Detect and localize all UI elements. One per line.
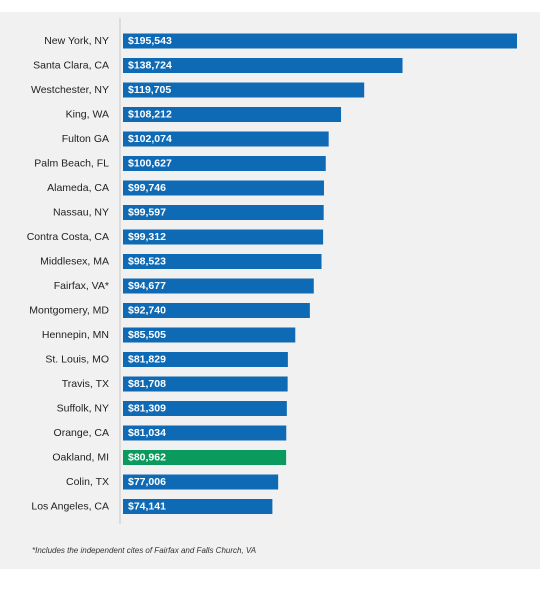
category-label: Fairfax, VA* bbox=[54, 280, 109, 292]
bar bbox=[123, 303, 310, 318]
category-label: Hennepin, MN bbox=[42, 329, 109, 341]
value-label: $94,677 bbox=[128, 280, 166, 292]
category-label: Palm Beach, FL bbox=[34, 158, 109, 170]
value-label: $100,627 bbox=[128, 158, 172, 170]
chart-panel: New York, NY $195,543 Santa Clara, CA $138,… bbox=[0, 12, 540, 569]
bar bbox=[123, 401, 287, 416]
category-label: Santa Clara, CA bbox=[33, 60, 109, 72]
value-label: $119,705 bbox=[128, 84, 171, 96]
value-label: $81,708 bbox=[128, 378, 166, 390]
value-label: $195,543 bbox=[128, 35, 172, 47]
bar bbox=[123, 425, 287, 441]
value-label: $81,829 bbox=[128, 354, 166, 366]
value-label: $99,312 bbox=[128, 231, 166, 243]
bar bbox=[123, 180, 324, 196]
category-label: King, WA bbox=[66, 109, 109, 121]
value-label: $99,597 bbox=[128, 207, 166, 219]
category-label: St. Louis, MO bbox=[45, 354, 109, 366]
category-label: Los Angeles, CA bbox=[31, 501, 109, 513]
bar bbox=[123, 376, 288, 392]
category-label: Colin, TX bbox=[66, 476, 109, 488]
category-label: New York, NY bbox=[44, 35, 109, 47]
category-label: Alameda, CA bbox=[47, 182, 109, 194]
category-label: Westchester, NY bbox=[31, 84, 109, 96]
category-label: Montgomery, MD bbox=[29, 305, 109, 317]
value-label: $138,724 bbox=[128, 60, 172, 72]
value-label: $98,523 bbox=[128, 256, 166, 268]
bar bbox=[123, 82, 365, 98]
category-label: Travis, TX bbox=[62, 378, 109, 390]
bar bbox=[123, 33, 517, 49]
bar bbox=[123, 278, 314, 294]
footnote: *Includes the independent cites of Fairf… bbox=[32, 546, 257, 555]
value-label: $74,141 bbox=[128, 501, 166, 513]
value-label: $81,034 bbox=[128, 427, 166, 439]
bar bbox=[123, 107, 342, 122]
category-label: Nassau, NY bbox=[53, 207, 109, 219]
category-label: Contra Costa, CA bbox=[27, 231, 109, 243]
bar bbox=[123, 499, 273, 514]
value-label: $81,309 bbox=[128, 403, 166, 415]
bar bbox=[123, 229, 324, 245]
value-label: $99,746 bbox=[128, 182, 166, 194]
bar bbox=[123, 474, 279, 490]
bar bbox=[123, 156, 326, 171]
bar-chart: New York, NY $195,543 Santa Clara, CA $138,… bbox=[27, 18, 517, 524]
value-label: $102,074 bbox=[128, 133, 172, 145]
bar bbox=[123, 131, 329, 147]
category-label: Suffolk, NY bbox=[57, 403, 109, 415]
category-label: Fulton GA bbox=[62, 133, 109, 145]
category-label: Oakland, MI bbox=[52, 452, 109, 464]
bar bbox=[123, 327, 296, 343]
value-label: $85,505 bbox=[128, 329, 166, 341]
bar bbox=[123, 205, 324, 220]
bar bbox=[123, 352, 288, 367]
bar-highlighted bbox=[123, 450, 287, 465]
category-label: Middlesex, MA bbox=[40, 256, 109, 268]
value-label: $108,212 bbox=[128, 109, 172, 121]
value-label: $77,006 bbox=[128, 476, 166, 488]
category-label: Orange, CA bbox=[54, 427, 109, 439]
bar bbox=[123, 58, 403, 73]
value-label: $92,740 bbox=[128, 305, 166, 317]
value-label: $80,962 bbox=[128, 452, 166, 464]
bar bbox=[123, 254, 322, 269]
